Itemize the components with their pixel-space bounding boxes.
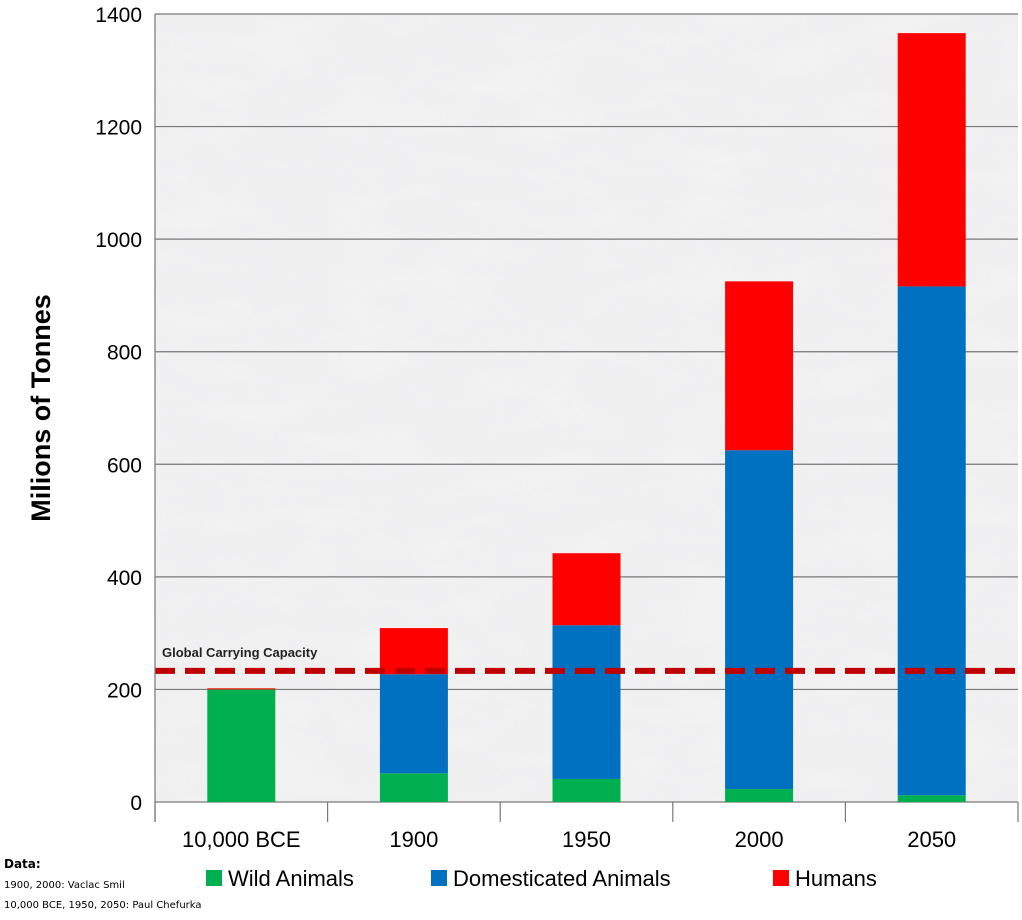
legend-swatch: [206, 870, 222, 886]
x-tick-label: 10,000 BCE: [182, 827, 301, 852]
legend-swatch: [773, 870, 789, 886]
legend-label: Domesticated Animals: [453, 866, 671, 891]
bar-humans: [725, 281, 794, 451]
bar-domesticated-animals: [897, 286, 966, 796]
bar-wild-animals: [552, 778, 621, 802]
source-title: Data:: [4, 857, 41, 871]
bar-humans: [897, 33, 966, 287]
y-tick-label: 600: [107, 454, 142, 477]
x-tick-label: 2050: [907, 827, 956, 852]
x-tick-label: 1950: [562, 827, 611, 852]
bar-wild-animals: [207, 689, 276, 802]
bar-domesticated-animals: [552, 625, 621, 779]
bar-domesticated-animals: [725, 450, 794, 790]
carrying-capacity-label: Global Carrying Capacity: [162, 645, 318, 660]
y-tick-label: 0: [130, 792, 142, 815]
legend-swatch: [431, 870, 447, 886]
y-tick-label: 1000: [95, 229, 142, 252]
source-line-1: 1900, 2000: Vaclac Smil: [4, 880, 125, 891]
bar-wild-animals: [379, 773, 448, 802]
y-tick-label: 1200: [95, 117, 142, 140]
x-tick-label: 1900: [389, 827, 438, 852]
bar-domesticated-animals: [379, 674, 448, 774]
y-tick-label: 1400: [95, 4, 142, 27]
y-tick-label: 800: [107, 342, 142, 365]
legend-label: Humans: [795, 866, 877, 891]
y-tick-label: 400: [107, 567, 142, 590]
y-axis-label: Milions of Tonnes: [26, 294, 56, 521]
bar-humans: [552, 553, 621, 626]
source-line-2: 10,000 BCE, 1950, 2050: Paul Chefurka: [4, 900, 202, 911]
y-tick-label: 200: [107, 679, 142, 702]
legend-label: Wild Animals: [228, 866, 354, 891]
bar-humans: [207, 688, 276, 690]
bar-humans: [379, 628, 448, 675]
bar-wild-animals: [897, 795, 966, 802]
bar-wild-animals: [725, 789, 794, 802]
x-tick-label: 2000: [735, 827, 784, 852]
